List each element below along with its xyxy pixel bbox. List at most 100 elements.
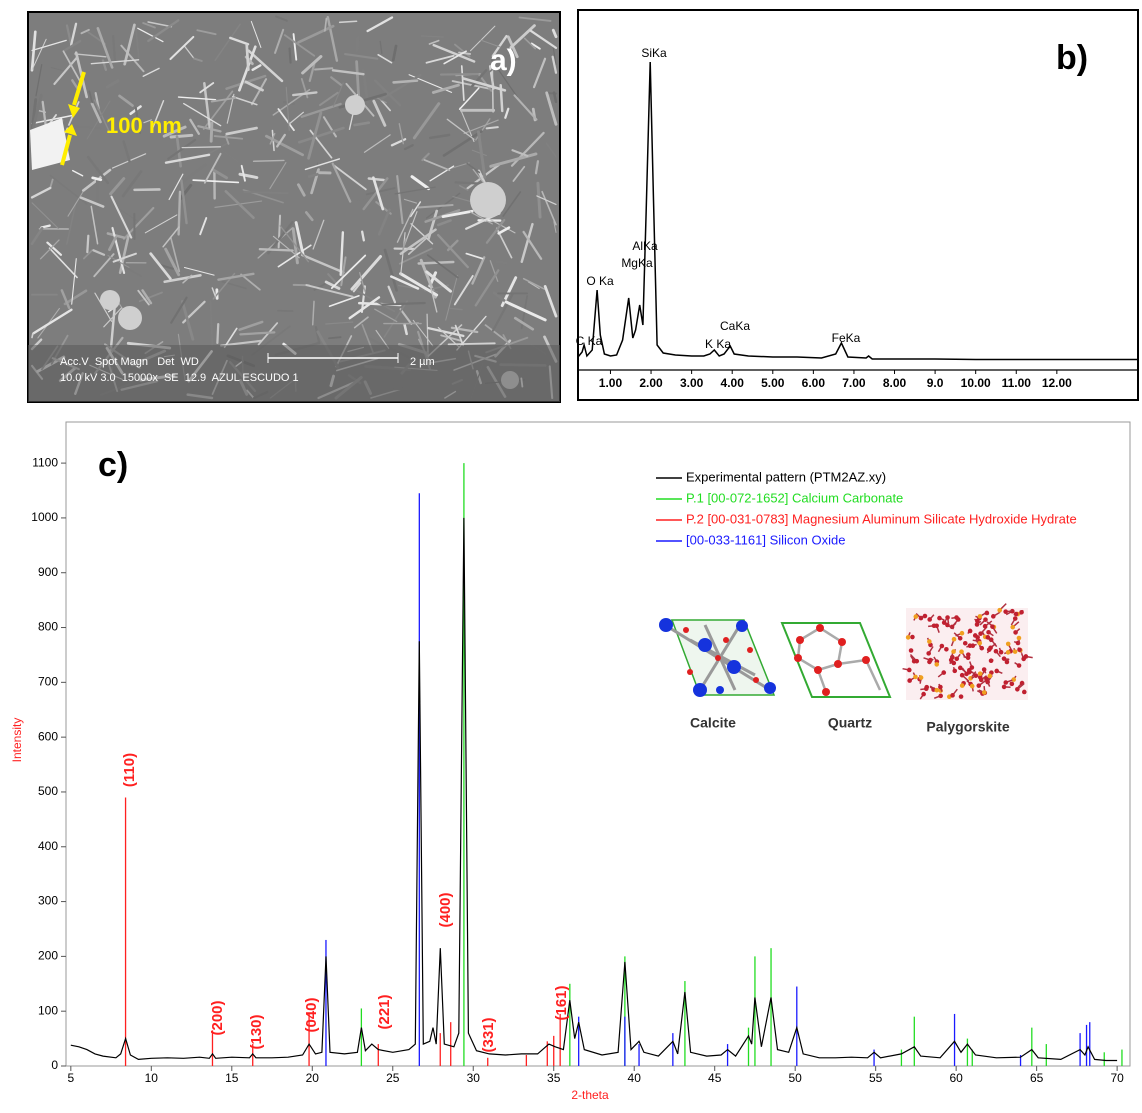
atom — [994, 649, 999, 654]
atom — [1005, 660, 1010, 665]
atom — [982, 667, 987, 672]
atom — [914, 659, 919, 664]
atom — [963, 641, 968, 646]
x-tick-label: 40 — [628, 1071, 642, 1085]
atom — [975, 635, 980, 640]
atom — [1019, 610, 1024, 615]
atom — [927, 617, 932, 622]
atom — [950, 693, 955, 698]
atom — [907, 668, 912, 673]
x-tick-label: 9.0 — [927, 376, 944, 390]
legend-label: [00-033-1161] Silicon Oxide — [686, 532, 845, 547]
y-tick-label: 200 — [38, 949, 58, 963]
atom — [954, 656, 959, 661]
x-tick-label: 2.00 — [639, 376, 663, 390]
atom — [914, 614, 919, 619]
peak-label: AlKa — [632, 239, 658, 253]
atom — [977, 641, 982, 646]
x-tick-label: 5.00 — [761, 376, 785, 390]
atom — [966, 652, 971, 657]
atom — [960, 683, 965, 688]
atom — [1010, 682, 1015, 687]
particle — [470, 182, 506, 218]
atom — [1002, 685, 1007, 690]
atom — [991, 614, 996, 619]
x-tick-label: 70 — [1110, 1071, 1124, 1085]
atom — [1006, 650, 1011, 655]
atom — [986, 630, 991, 635]
miller-index: (110) — [121, 753, 138, 787]
legend-label: P.1 [00-072-1652] Calcium Carbonate — [686, 490, 903, 505]
atom — [923, 614, 928, 619]
atom — [1021, 657, 1026, 662]
atom — [952, 637, 957, 642]
particle — [345, 95, 365, 115]
x-tick-label: 65 — [1030, 1071, 1044, 1085]
peak-label: C Ka — [576, 334, 603, 348]
atom — [994, 669, 999, 674]
atom — [941, 670, 946, 675]
x-tick-label: 25 — [386, 1071, 400, 1085]
panel-label: a) — [490, 44, 517, 77]
atom — [938, 685, 943, 690]
peak-label: K Ka — [705, 337, 731, 351]
atom — [958, 636, 963, 641]
x-tick-label: 60 — [949, 1071, 963, 1085]
x-tick-label: 10.00 — [961, 376, 991, 390]
y-tick-label: 600 — [38, 729, 58, 743]
atom — [949, 658, 954, 663]
x-tick-label: 8.00 — [883, 376, 907, 390]
fiber — [340, 21, 357, 22]
miller-index: (221) — [376, 994, 393, 1029]
atom — [927, 660, 932, 665]
x-tick-label: 55 — [869, 1071, 883, 1085]
x-tick-label: 5 — [67, 1071, 74, 1085]
atom — [1017, 663, 1022, 668]
miller-index: (161) — [553, 985, 570, 1020]
miller-index: (200) — [209, 1000, 226, 1035]
atom — [1003, 680, 1008, 685]
sem-info: Acc.V Spot Magn Det WD — [60, 356, 199, 368]
x-tick-label: 12.00 — [1042, 376, 1072, 390]
x-axis-label: 2-theta — [571, 1088, 609, 1102]
fiber — [217, 324, 218, 343]
y-tick-label: 500 — [38, 784, 58, 798]
x-tick-label: 4.00 — [721, 376, 745, 390]
y-axis-label: Intensity — [10, 718, 24, 763]
atom — [952, 669, 957, 674]
panel-label: c) — [98, 446, 128, 484]
inset-label: Palygorskite — [926, 719, 1009, 735]
atom — [968, 629, 973, 634]
peak-label: SiKa — [641, 46, 667, 60]
atom — [1003, 609, 1008, 614]
fiber — [87, 236, 88, 252]
fiber — [211, 123, 212, 141]
atom — [910, 635, 915, 640]
atom — [1017, 647, 1022, 652]
atom — [999, 650, 1004, 655]
palygorskite-structure — [903, 604, 1033, 700]
x-tick-label: 10 — [145, 1071, 159, 1085]
legend-label: Experimental pattern (PTM2AZ.xy) — [686, 469, 886, 484]
atom — [970, 643, 975, 648]
miller-index: (331) — [480, 1017, 497, 1052]
fiber — [441, 74, 478, 75]
atom — [926, 651, 931, 656]
peak-label: MgKa — [621, 256, 653, 270]
atom — [1022, 690, 1027, 695]
atom — [937, 616, 942, 621]
atom — [967, 670, 972, 675]
atom — [934, 688, 939, 693]
atom — [959, 649, 964, 654]
fiber — [497, 262, 507, 263]
atom — [921, 692, 926, 697]
y-tick-label: 700 — [38, 675, 58, 689]
atom — [907, 678, 912, 683]
peak-label: O Ka — [586, 274, 614, 288]
atom — [988, 674, 993, 679]
atom — [913, 675, 918, 680]
y-tick-label: 900 — [38, 565, 58, 579]
atom — [934, 662, 939, 667]
atom — [986, 635, 991, 640]
